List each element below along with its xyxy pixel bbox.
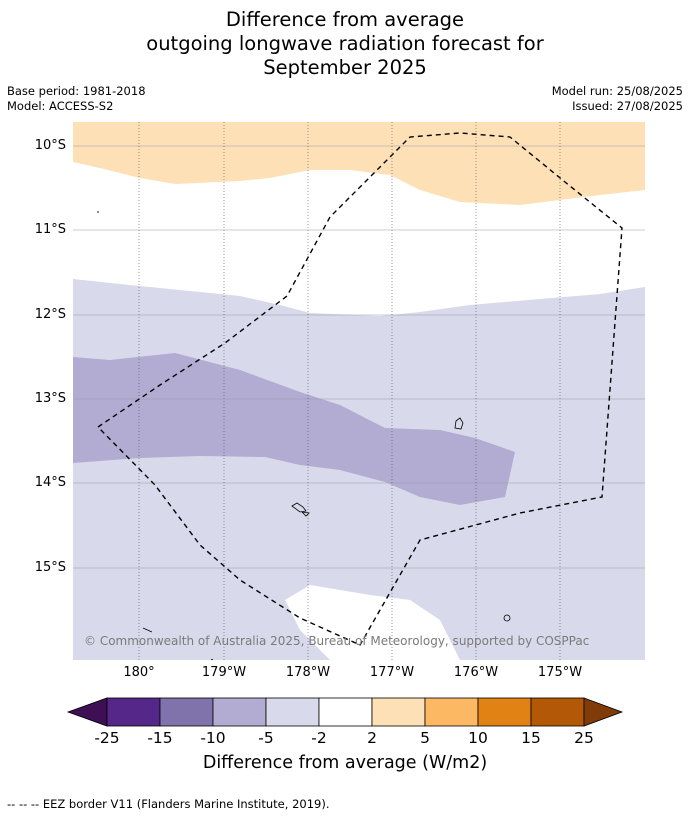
- lat-tick-10s: 10°S: [34, 138, 66, 153]
- colorbar-tick: 25: [574, 729, 594, 747]
- eez-footnote: -- -- -- EEZ border V11 (Flanders Marine…: [7, 797, 330, 811]
- colorbar-cell: [106, 697, 161, 727]
- colorbar-tick: 10: [468, 729, 488, 747]
- lon-tick-176w: 176°W: [453, 665, 499, 680]
- colorbar-cell: [212, 697, 267, 727]
- island-outline: [142, 627, 153, 633]
- colorbar-cell: [371, 697, 426, 727]
- chart-title: Difference from average outgoing longwav…: [0, 8, 690, 80]
- lon-tick-179w: 179°W: [201, 665, 247, 680]
- lat-tick-12s: 12°S: [34, 307, 66, 322]
- island-dot: [97, 211, 99, 213]
- lon-tick-178w: 178°W: [285, 665, 331, 680]
- lat-tick-14s: 14°S: [34, 475, 66, 490]
- lon-tick-180: 180°: [123, 665, 155, 680]
- colorbar-tick: -10: [200, 729, 226, 747]
- colorbar-tick: 15: [521, 729, 541, 747]
- island-outline: [454, 417, 464, 430]
- anomaly-region-below-5: [73, 353, 515, 505]
- meta-left: Base period: 1981-2018 Model: ACCESS-S2: [7, 84, 146, 114]
- model-name: Model: ACCESS-S2: [7, 99, 114, 113]
- title-line-3: September 2025: [263, 56, 427, 79]
- lon-tick-177w: 177°W: [369, 665, 415, 680]
- island-outline: [503, 614, 511, 622]
- colorbar-tick: -2: [311, 729, 327, 747]
- colorbar-extend-low: [66, 697, 108, 727]
- colorbar-cell: [318, 697, 373, 727]
- island-dot: [211, 659, 213, 660]
- colorbar-cell: [159, 697, 214, 727]
- copyright-text: © Commonwealth of Australia 2025, Bureau…: [84, 634, 589, 648]
- lat-gridlines: [73, 145, 645, 569]
- eez-border: [96, 132, 623, 646]
- colorbar-cell: [477, 697, 532, 727]
- model-run: Model run: 25/08/2025: [551, 84, 683, 98]
- meta-right: Model run: 25/08/2025 Issued: 27/08/2025: [552, 84, 683, 114]
- lat-tick-15s: 15°S: [34, 560, 66, 575]
- colorbar-tick: -5: [258, 729, 274, 747]
- colorbar-title: Difference from average (W/m2): [202, 753, 488, 773]
- lat-tick-11s: 11°S: [34, 222, 66, 237]
- lon-tick-175w: 175°W: [537, 665, 583, 680]
- island-outline: [300, 511, 310, 517]
- colorbar-cell: [424, 697, 479, 727]
- island-outline: [291, 502, 307, 513]
- colorbar-cell: [530, 697, 585, 727]
- colorbar-cell: [265, 697, 320, 727]
- map-field: © Commonwealth of Australia 2025, Bureau…: [73, 122, 645, 660]
- issued-date: Issued: 27/08/2025: [572, 99, 683, 113]
- colorbar-tick: -25: [94, 729, 120, 747]
- colorbar-tick: 5: [420, 729, 430, 747]
- title-line-1: Difference from average: [225, 8, 465, 31]
- base-period: Base period: 1981-2018: [7, 84, 146, 98]
- title-line-2: outgoing longwave radiation forecast for: [146, 32, 544, 55]
- colorbar-tick: -15: [147, 729, 173, 747]
- lat-tick-13s: 13°S: [34, 391, 66, 406]
- colorbar-extend-high: [583, 697, 624, 727]
- anomaly-region-above-2: [73, 122, 645, 205]
- colorbar-tick: 2: [367, 729, 377, 747]
